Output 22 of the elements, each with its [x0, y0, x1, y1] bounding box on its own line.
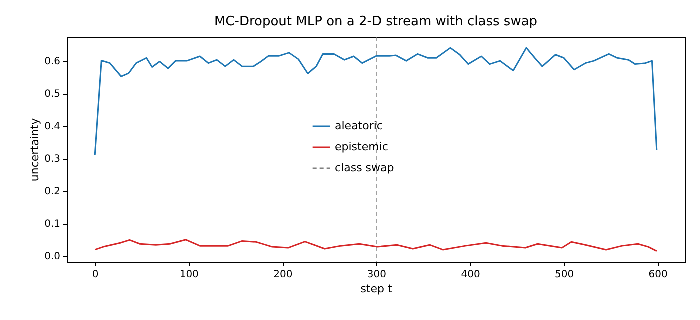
ref-line-label: class swap: [335, 162, 394, 174]
legend-label: epistemic: [335, 140, 388, 154]
y-tick-label: 0.0: [44, 252, 60, 263]
line-series: [94, 239, 658, 252]
y-axis-title: uncertainty: [28, 118, 42, 182]
x-tick-label: 400: [461, 270, 480, 280]
y-tick-label: 0.2: [44, 186, 60, 198]
line-series: [94, 47, 658, 156]
y-tick-label: 0.6: [44, 56, 60, 68]
y-tick-label: 0.4: [44, 122, 60, 133]
x-tick-label: 100: [180, 270, 199, 280]
y-tick-label: 0.1: [44, 219, 60, 230]
x-tick-label: 200: [274, 270, 293, 280]
legend-label: aleatoric: [335, 120, 383, 132]
x-axis-title: step t: [360, 282, 393, 296]
x-tick-label: 500: [555, 270, 574, 280]
x-tick-label: 0: [92, 270, 99, 280]
x-tick-label: 300: [367, 270, 387, 280]
y-tick-label: 0.5: [44, 89, 60, 100]
chart-title: MC-Dropout MLP on a 2-D stream with class swap: [214, 14, 538, 30]
x-tick-label: 600: [648, 270, 668, 280]
y-tick-label: 0.3: [44, 154, 60, 166]
